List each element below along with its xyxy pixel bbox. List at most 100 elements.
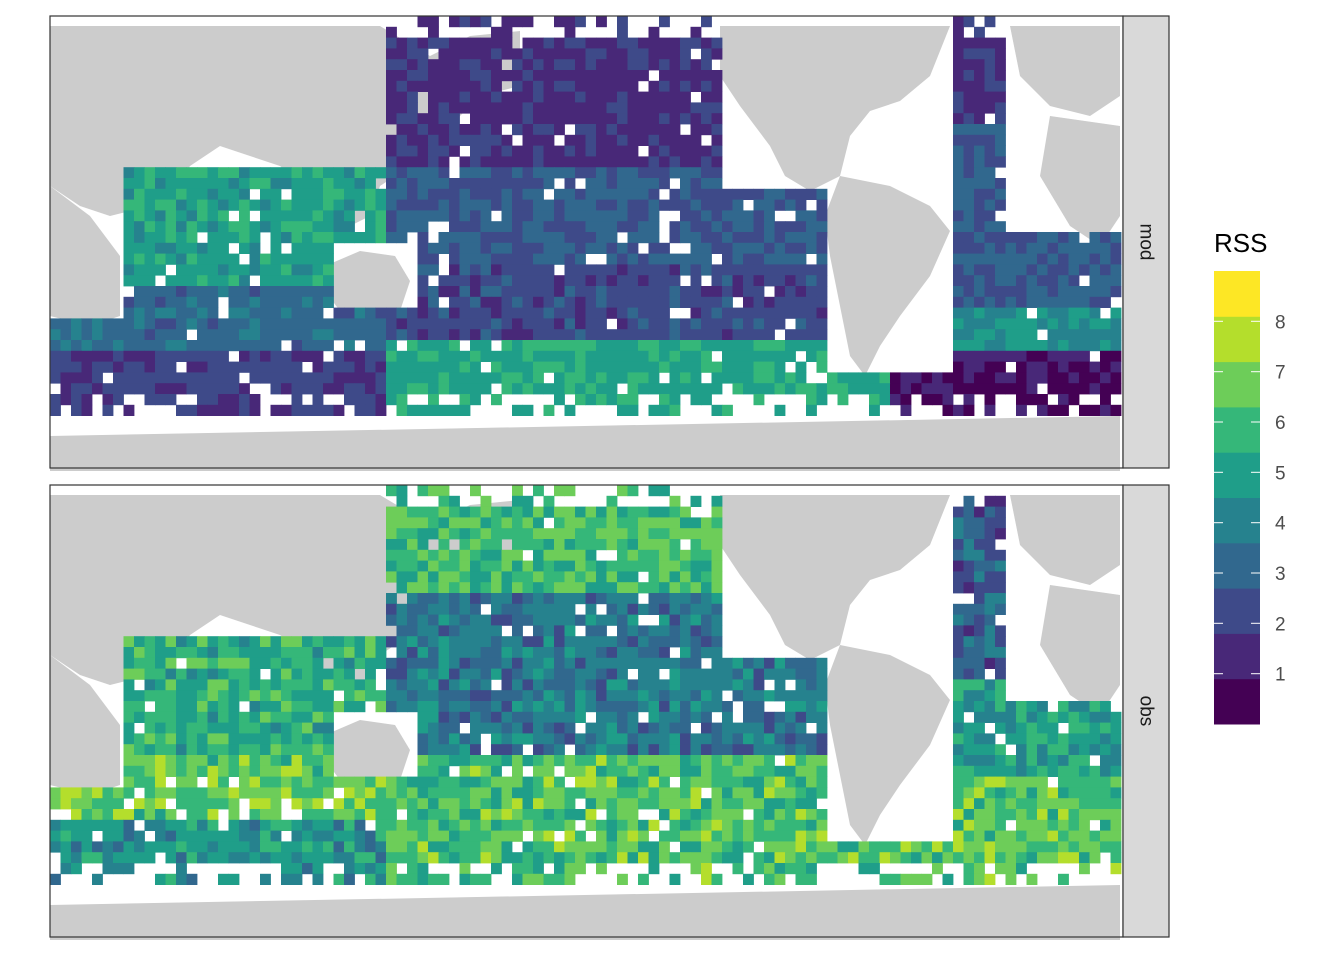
rss-tile (617, 178, 628, 190)
rss-tile (827, 383, 838, 395)
rss-tile (648, 113, 660, 125)
rss-tile (984, 361, 996, 373)
rss-tile (1047, 264, 1059, 276)
rss-tile (680, 80, 691, 92)
rss-tile (627, 210, 639, 222)
rss-tile (743, 242, 754, 254)
rss-tile (207, 787, 219, 799)
rss-tile (659, 59, 670, 71)
rss-tile (806, 711, 817, 723)
rss-tile (344, 361, 355, 373)
rss-tile (974, 264, 985, 276)
rss-tile (711, 383, 723, 395)
rss-tile (585, 145, 597, 157)
rss-tile (438, 582, 450, 594)
rss-tile (218, 701, 229, 713)
rss-tile (753, 809, 765, 821)
rss-tile (701, 711, 712, 723)
rss-tile (669, 755, 681, 767)
rss-tile (197, 221, 208, 233)
rss-tile (690, 318, 702, 330)
rss-tile (186, 253, 198, 265)
rss-tile (491, 80, 502, 92)
rss-tile (680, 37, 691, 49)
rss-tile (228, 765, 240, 777)
rss-tile (795, 809, 807, 821)
rss-tile (228, 809, 240, 821)
rss-tile (386, 59, 397, 71)
rss-tile (81, 361, 93, 373)
rss-tile (543, 210, 555, 222)
rss-tile (606, 188, 618, 200)
rss-tile (207, 722, 219, 734)
rss-tile (480, 690, 492, 702)
rss-tile (533, 178, 544, 190)
rss-tile (512, 275, 523, 287)
rss-tile (417, 340, 429, 352)
rss-tile (396, 102, 408, 114)
rss-tile (963, 383, 975, 395)
rss-tile (260, 361, 271, 373)
rss-tile (1110, 830, 1122, 842)
rss-tile (470, 329, 481, 341)
rss-tile (701, 102, 712, 114)
rss-tile (386, 232, 397, 244)
rss-tile (680, 517, 691, 529)
rss-tile (711, 113, 723, 125)
rss-tile (260, 841, 271, 853)
rss-tile (249, 722, 261, 734)
rss-tile (228, 668, 240, 680)
rss-tile (554, 102, 565, 114)
rss-tile (428, 91, 439, 103)
rss-tile (816, 350, 828, 362)
rss-tile (459, 744, 471, 756)
rss-tile (932, 852, 943, 864)
rss-tile (533, 679, 544, 691)
rss-tile (239, 210, 250, 222)
rss-tile (438, 603, 450, 615)
rss-tile (575, 528, 586, 540)
rss-tile (753, 307, 765, 319)
rss-tile (554, 582, 565, 594)
rss-tile (92, 318, 103, 330)
rss-tile (491, 70, 502, 82)
rss-tile (606, 275, 618, 287)
rss-tile (417, 647, 429, 659)
rss-tile (774, 264, 786, 276)
rss-tile (722, 296, 733, 308)
rss-tile (312, 690, 324, 702)
rss-tile (113, 329, 124, 341)
rss-tile (470, 145, 481, 157)
rss-tile (312, 863, 324, 875)
rss-tile (186, 711, 198, 723)
rss-tile (522, 91, 534, 103)
rss-tile (438, 776, 450, 788)
rss-tile (365, 178, 376, 190)
rss-tile (848, 852, 859, 864)
rss-tile (575, 830, 586, 842)
rss-tile (512, 798, 523, 810)
rss-tile (1100, 711, 1111, 723)
rss-tile (459, 296, 471, 308)
rss-tile (806, 798, 817, 810)
rss-tile (984, 841, 996, 853)
rss-tile (638, 679, 649, 691)
rss-tile (575, 571, 586, 583)
rss-tile (291, 657, 303, 669)
rss-tile (1100, 242, 1111, 254)
rss-tile (249, 647, 261, 659)
rss-tile (543, 91, 555, 103)
rss-tile (1026, 286, 1038, 298)
rss-tile (438, 70, 450, 82)
rss-tile (953, 372, 964, 384)
rss-tile (123, 253, 135, 265)
rss-tile (606, 528, 618, 540)
rss-tile (522, 582, 534, 594)
rss-tile (501, 350, 513, 362)
rss-tile (680, 264, 691, 276)
rss-tile (428, 329, 439, 341)
rss-tile (1058, 841, 1069, 853)
rss-tile (953, 70, 964, 82)
rss-tile (606, 647, 618, 659)
rss-tile (302, 657, 313, 669)
